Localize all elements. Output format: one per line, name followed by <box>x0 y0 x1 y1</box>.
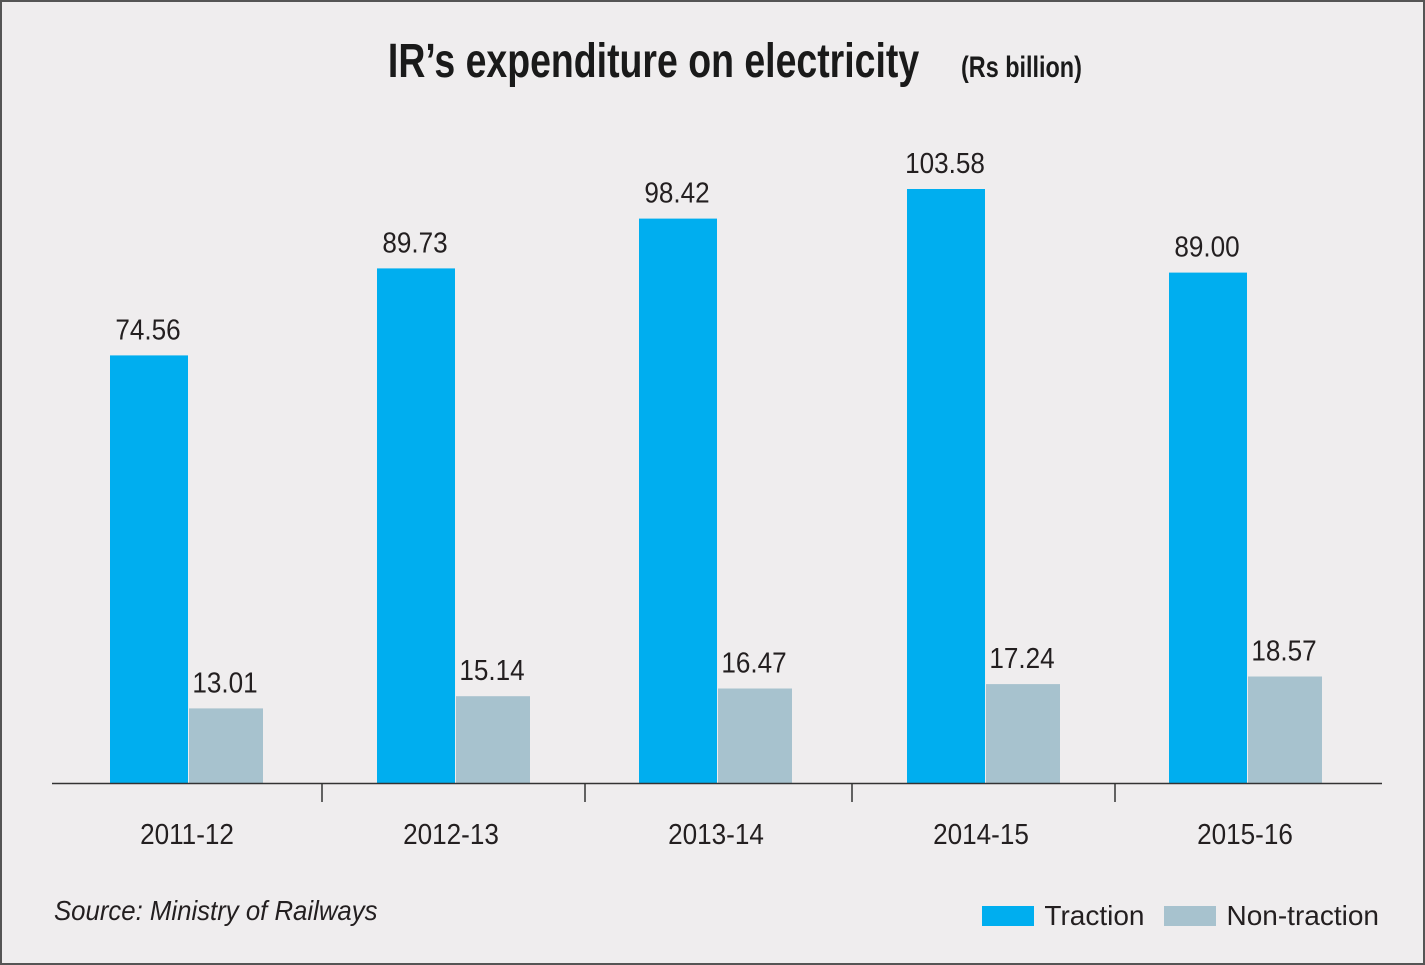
bar-non-traction-2012-13 <box>456 696 530 783</box>
chart-title: IR’s expenditure on electricity (Rs bill… <box>2 34 1425 89</box>
bar-traction-2013-14 <box>639 218 717 784</box>
bar-non-traction-2014-15 <box>986 684 1060 783</box>
legend-swatch-traction <box>982 906 1035 926</box>
bar-traction-2012-13 <box>377 268 455 783</box>
x-tick-label-2015-16: 2015-16 <box>1197 818 1293 851</box>
bar-non-traction-2015-16 <box>1248 676 1322 783</box>
bar-non-traction-2011-12 <box>189 708 263 783</box>
legend-swatch-non-traction <box>1164 906 1217 926</box>
source-note: Source: Ministry of Railways <box>54 895 378 926</box>
x-tick-label-2013-14: 2013-14 <box>668 818 764 851</box>
data-label-traction-2014-15: 103.58 <box>905 147 985 180</box>
legend-item-traction: Traction <box>982 900 1144 932</box>
data-label-traction-2012-13: 89.73 <box>382 226 447 259</box>
chart-title-text: IR’s expenditure on electricity <box>388 35 920 88</box>
x-tick-label-2014-15: 2014-15 <box>933 818 1029 851</box>
data-label-traction-2011-12: 74.56 <box>115 313 180 346</box>
data-label-traction-2015-16: 89.00 <box>1174 230 1239 263</box>
data-label-non-traction-2015-16: 18.57 <box>1251 634 1316 667</box>
data-label-non-traction-2011-12: 13.01 <box>192 666 257 699</box>
data-label-non-traction-2012-13: 15.14 <box>459 654 524 687</box>
bar-traction-2015-16 <box>1169 272 1247 783</box>
data-label-non-traction-2014-15: 17.24 <box>989 642 1054 675</box>
bar-non-traction-2013-14 <box>718 688 792 783</box>
data-label-traction-2013-14: 98.42 <box>644 176 709 209</box>
legend-item-non-traction: Non-traction <box>1164 900 1379 932</box>
x-tick-label-2012-13: 2012-13 <box>403 818 499 851</box>
bar-traction-2011-12 <box>110 355 188 783</box>
legend-label-non-traction: Non-traction <box>1226 900 1379 931</box>
legend: Traction Non-traction <box>962 900 1379 932</box>
data-label-non-traction-2013-14: 16.47 <box>721 646 786 679</box>
bar-traction-2014-15 <box>907 189 985 783</box>
chart-title-unit: (Rs billion) <box>960 51 1082 84</box>
x-tick-label-2011-12: 2011-12 <box>140 818 234 851</box>
legend-label-traction: Traction <box>1044 900 1145 931</box>
